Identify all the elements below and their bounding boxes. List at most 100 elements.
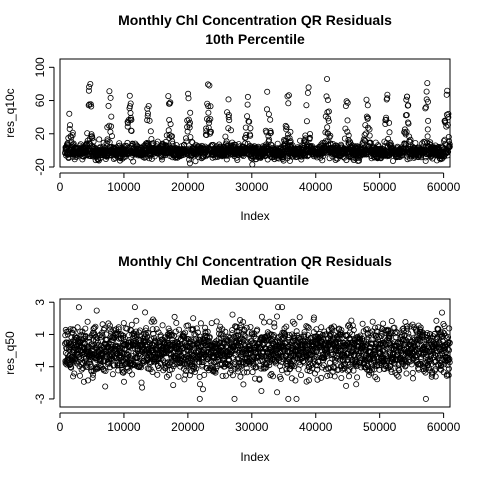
data-point bbox=[68, 364, 75, 371]
x-tick-label: 20000 bbox=[171, 180, 205, 194]
data-point bbox=[149, 326, 156, 333]
data-point bbox=[305, 377, 312, 384]
data-point bbox=[115, 326, 122, 333]
data-point bbox=[165, 127, 172, 134]
data-point bbox=[204, 328, 211, 335]
data-point bbox=[312, 349, 319, 356]
data-point bbox=[406, 333, 413, 340]
data-point bbox=[325, 108, 332, 115]
data-point bbox=[82, 325, 89, 332]
data-point bbox=[229, 372, 236, 379]
data-point bbox=[397, 347, 404, 354]
data-point bbox=[258, 387, 265, 394]
data-point bbox=[185, 357, 192, 364]
x-tick-label: 20000 bbox=[171, 420, 205, 434]
data-point bbox=[191, 368, 198, 375]
data-point bbox=[278, 367, 285, 374]
data-point bbox=[182, 135, 189, 142]
data-point bbox=[402, 131, 409, 138]
data-point bbox=[129, 371, 136, 378]
data-point bbox=[353, 381, 360, 388]
data-point bbox=[234, 365, 241, 372]
data-point bbox=[192, 348, 199, 355]
data-point bbox=[153, 326, 160, 333]
data-point bbox=[403, 96, 410, 103]
data-point bbox=[127, 100, 134, 107]
data-point bbox=[80, 378, 87, 385]
data-point bbox=[383, 114, 390, 121]
data-point bbox=[275, 304, 282, 311]
data-point bbox=[365, 124, 372, 131]
data-point bbox=[264, 88, 271, 95]
data-point bbox=[89, 135, 96, 142]
data-point bbox=[74, 324, 81, 331]
data-point bbox=[104, 124, 111, 131]
data-point bbox=[323, 76, 330, 83]
data-point bbox=[67, 122, 74, 129]
data-point bbox=[345, 373, 352, 380]
data-point bbox=[77, 328, 84, 335]
data-point bbox=[84, 318, 91, 325]
panel2-title-line2: Median Quantile bbox=[201, 272, 309, 288]
data-point bbox=[349, 331, 356, 338]
data-point bbox=[368, 369, 375, 376]
data-point bbox=[128, 127, 135, 134]
data-point bbox=[89, 374, 96, 381]
data-point bbox=[109, 133, 116, 140]
data-point bbox=[386, 119, 393, 126]
data-point bbox=[71, 370, 78, 377]
data-point bbox=[404, 93, 411, 100]
data-point bbox=[256, 376, 263, 383]
data-point bbox=[424, 133, 431, 140]
data-point bbox=[445, 354, 452, 361]
data-point bbox=[84, 130, 91, 137]
data-point bbox=[165, 93, 172, 100]
data-point bbox=[196, 395, 203, 402]
panel1-points bbox=[62, 76, 453, 168]
data-point bbox=[303, 102, 310, 109]
data-point bbox=[240, 318, 247, 325]
data-point bbox=[271, 320, 278, 327]
data-point bbox=[199, 363, 206, 370]
data-point bbox=[82, 332, 89, 339]
data-point bbox=[269, 373, 276, 380]
data-point bbox=[304, 323, 311, 330]
data-point bbox=[222, 133, 229, 140]
x-tick-label: 0 bbox=[57, 180, 64, 194]
data-point bbox=[99, 332, 106, 339]
data-point bbox=[445, 114, 452, 121]
data-point bbox=[96, 136, 103, 143]
data-point bbox=[225, 114, 232, 121]
data-point bbox=[267, 372, 274, 379]
data-point bbox=[207, 116, 214, 123]
data-point bbox=[173, 319, 180, 326]
data-point bbox=[104, 336, 111, 343]
data-point bbox=[75, 304, 82, 311]
data-point bbox=[324, 97, 331, 104]
data-point bbox=[244, 101, 251, 108]
data-point bbox=[319, 331, 326, 338]
data-point bbox=[261, 319, 268, 326]
data-point bbox=[411, 342, 418, 349]
data-point bbox=[318, 324, 325, 331]
data-point bbox=[409, 375, 416, 382]
data-point bbox=[367, 330, 374, 337]
data-point bbox=[345, 356, 352, 363]
data-point bbox=[345, 136, 352, 143]
data-point bbox=[331, 373, 338, 380]
data-point bbox=[170, 332, 177, 339]
data-point bbox=[424, 80, 431, 87]
data-point bbox=[343, 382, 350, 389]
panel1-title-line1: Monthly Chl Concentration QR Residuals bbox=[118, 12, 392, 28]
data-point bbox=[243, 131, 250, 138]
data-point bbox=[120, 332, 127, 339]
data-point bbox=[222, 328, 229, 335]
data-point bbox=[93, 356, 100, 363]
data-point bbox=[66, 126, 73, 133]
data-point bbox=[380, 320, 387, 327]
data-point bbox=[175, 373, 182, 380]
data-point bbox=[267, 116, 274, 123]
data-point bbox=[193, 325, 200, 332]
data-point bbox=[67, 326, 74, 333]
data-point bbox=[349, 322, 356, 329]
